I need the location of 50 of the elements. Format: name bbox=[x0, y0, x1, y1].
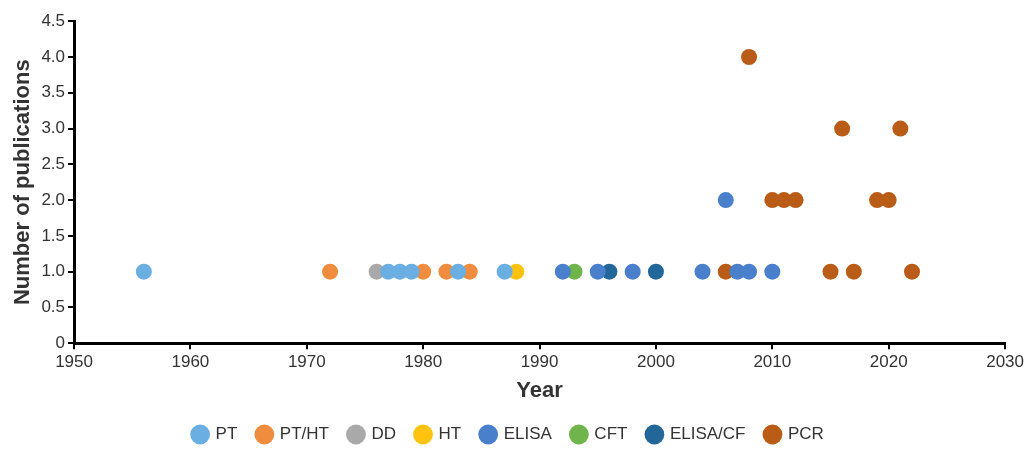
y-tick-label: 4.5 bbox=[41, 10, 66, 30]
legend-label: ELISA/CF bbox=[669, 424, 746, 444]
point bbox=[741, 48, 758, 65]
x-axis-title: Year bbox=[516, 376, 564, 402]
point bbox=[845, 263, 862, 280]
point bbox=[717, 192, 734, 209]
x-tick-label: 2000 bbox=[637, 352, 675, 372]
point bbox=[135, 263, 152, 280]
legend-label: PT bbox=[215, 424, 238, 444]
y-tick-label: 1.0 bbox=[41, 261, 66, 281]
legend-label: HT bbox=[438, 424, 462, 444]
x-tick-label: 1970 bbox=[287, 352, 326, 372]
point bbox=[892, 120, 909, 137]
point bbox=[589, 263, 606, 280]
point bbox=[834, 120, 851, 137]
point bbox=[403, 263, 420, 280]
y-tick-label: 2.5 bbox=[41, 154, 66, 173]
y-tick-label: 3.0 bbox=[41, 118, 66, 138]
y-axis-title: Number of publications bbox=[9, 59, 35, 306]
point bbox=[450, 263, 467, 280]
x-tick-label: 2030 bbox=[986, 352, 1024, 372]
point bbox=[647, 263, 664, 280]
y-tick-label: 3.5 bbox=[41, 82, 66, 102]
legend-label: DD bbox=[371, 424, 397, 444]
legend-label: CFT bbox=[594, 424, 628, 444]
point bbox=[496, 263, 513, 280]
y-tick-label: 1.5 bbox=[41, 225, 66, 245]
point bbox=[322, 263, 339, 280]
point bbox=[822, 263, 839, 280]
legend-label: ELISA bbox=[503, 424, 553, 444]
y-tick-label: 0 bbox=[55, 332, 66, 352]
legend-label: PT/HT bbox=[279, 424, 329, 444]
point bbox=[554, 263, 571, 280]
point bbox=[903, 263, 920, 280]
legend-label: PCR bbox=[787, 424, 824, 444]
x-tick-label: 2010 bbox=[753, 352, 792, 372]
point bbox=[694, 263, 711, 280]
point bbox=[880, 192, 897, 209]
x-tick-label: 1990 bbox=[520, 352, 559, 372]
y-tick-label: 2.0 bbox=[41, 189, 66, 209]
x-tick-label: 1950 bbox=[55, 352, 93, 372]
x-tick-label: 2020 bbox=[869, 352, 908, 372]
point bbox=[764, 263, 781, 280]
point bbox=[741, 263, 758, 280]
y-tick-label: 0.5 bbox=[41, 297, 66, 317]
x-tick-label: 1980 bbox=[404, 352, 443, 372]
x-tick-label: 1960 bbox=[171, 352, 210, 372]
y-tick-label: 4.0 bbox=[41, 46, 66, 66]
point bbox=[787, 192, 804, 209]
point bbox=[624, 263, 641, 280]
